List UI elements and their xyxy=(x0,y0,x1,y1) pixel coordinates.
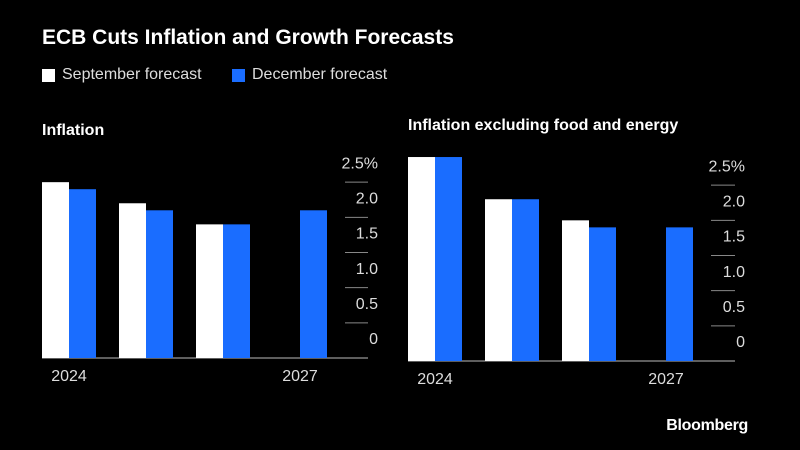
source: Bloomberg xyxy=(666,417,748,434)
x-tick-label: 2027 xyxy=(282,368,318,385)
legend-label: December forecast xyxy=(252,66,388,83)
bar xyxy=(435,157,462,361)
x-tick-label: 2024 xyxy=(417,371,453,388)
y-tick-label: 2.0 xyxy=(723,194,745,211)
bar xyxy=(408,157,435,361)
bar xyxy=(42,182,69,358)
bar xyxy=(146,210,173,358)
legend-label: September forecast xyxy=(62,66,202,83)
bar xyxy=(485,199,512,361)
x-tick-label: 2027 xyxy=(648,371,684,388)
bar xyxy=(69,189,96,358)
y-tick-label: 0.5 xyxy=(723,299,745,316)
y-tick-label: 2.5% xyxy=(342,155,378,172)
y-tick-label: 0 xyxy=(369,331,378,348)
legend-swatch xyxy=(42,68,55,82)
chart-title: Inflation excluding food and energy xyxy=(408,117,679,134)
bar xyxy=(562,220,589,361)
legend-item: December forecast xyxy=(232,66,387,84)
x-tick-label: 2024 xyxy=(51,368,87,385)
y-tick-label: 0.5 xyxy=(356,296,378,313)
bar xyxy=(589,227,616,361)
y-tick-label: 1.0 xyxy=(356,261,378,278)
y-tick-label: 1.5 xyxy=(356,226,378,243)
y-tick-label: 1.0 xyxy=(723,264,745,281)
chart-title: Inflation xyxy=(42,122,105,139)
bar xyxy=(666,227,693,361)
bar xyxy=(223,224,250,358)
legend-item: September forecast xyxy=(42,66,202,84)
title: ECB Cuts Inflation and Growth Forecasts xyxy=(42,26,454,49)
y-tick-label: 1.5 xyxy=(723,229,745,246)
legend-swatch xyxy=(232,68,245,82)
bar xyxy=(512,199,539,361)
bar xyxy=(300,210,327,358)
bar xyxy=(119,203,146,358)
bar xyxy=(196,224,223,358)
y-tick-label: 0 xyxy=(736,334,745,351)
y-tick-label: 2.5% xyxy=(709,158,745,175)
y-tick-label: 2.0 xyxy=(356,191,378,208)
